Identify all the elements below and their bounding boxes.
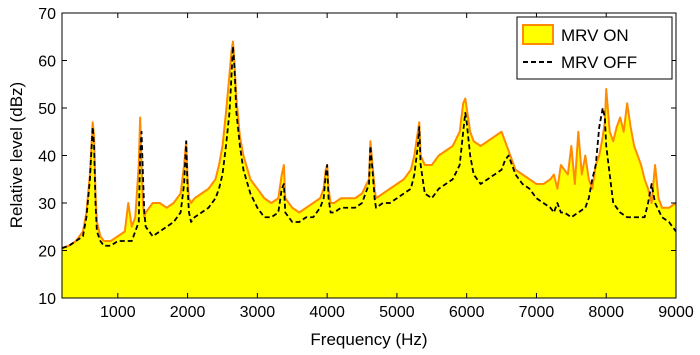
x-tick-label: 4000 (309, 304, 345, 321)
y-tick-label: 70 (38, 6, 56, 23)
series-mrv-off-line (61, 45, 677, 249)
x-tick-label: 2000 (170, 304, 206, 321)
y-tick-label: 20 (38, 244, 56, 261)
x-tick-label: 6000 (449, 304, 485, 321)
x-tick-label: 7000 (519, 304, 555, 321)
y-tick-label: 50 (38, 101, 56, 118)
x-tick-label: 8000 (588, 304, 624, 321)
y-axis-label: Relative level (dBz) (7, 82, 26, 228)
x-tick-label: 3000 (240, 304, 276, 321)
legend-label-mrv-on: MRV ON (561, 26, 629, 45)
x-axis-label: Frequency (Hz) (310, 330, 427, 349)
legend-label-mrv-off: MRV OFF (561, 53, 637, 72)
plot-area (61, 40, 677, 298)
x-tick-label: 1000 (100, 304, 136, 321)
y-tick-label: 60 (38, 54, 56, 71)
x-tick-label: 5000 (379, 304, 415, 321)
legend-swatch-mrv-on (522, 24, 554, 45)
y-tick-label: 10 (38, 291, 56, 308)
y-tick-label: 30 (38, 196, 56, 213)
x-axis: 1000 2000 3000 4000 5000 6000 7000 8000 9000 (100, 13, 694, 321)
legend: MRV ON MRV OFF (516, 16, 673, 80)
series-mrv-on-area (62, 41, 676, 298)
y-axis: 10 20 30 40 50 60 70 (38, 6, 676, 308)
x-tick-label: 9000 (658, 304, 694, 321)
y-tick-label: 40 (38, 149, 56, 166)
